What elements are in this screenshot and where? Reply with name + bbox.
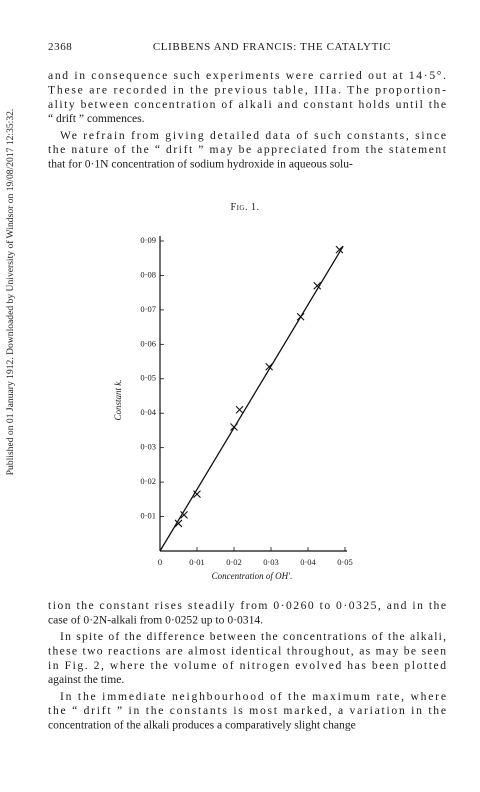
- fit-line: [159, 245, 344, 552]
- y-tick-label: 0·06: [140, 338, 156, 348]
- x-tick-label: 0·03: [263, 557, 279, 567]
- figure-title: Fig. 1.: [231, 202, 260, 213]
- text-line: against the time.: [48, 673, 124, 686]
- page-number: 2368: [48, 41, 72, 53]
- text-line: These are recorded in the previous table…: [48, 83, 446, 96]
- data-point: [180, 510, 188, 519]
- y-tick-label: 0·03: [140, 442, 156, 452]
- data-point: [265, 362, 274, 371]
- x-tick-label: 0·01: [189, 557, 205, 567]
- text-line: that for 0·1N concentration of sodium hy…: [48, 158, 353, 171]
- text-line: the nature of the “ drift ” may be appre…: [48, 143, 447, 156]
- data-point: [193, 490, 201, 499]
- text-line: concentration of the alkali produces a c…: [48, 719, 356, 732]
- text-line: these two reactions are almost identical…: [48, 644, 446, 657]
- data-point: [230, 423, 238, 431]
- text-line: In spite of the difference between the c…: [60, 630, 446, 643]
- x-tick-label: 0·05: [337, 557, 353, 567]
- text-line: case of 0·2N-alkali from 0·0252 up to 0·…: [48, 613, 263, 626]
- y-tick-label: 0·01: [140, 511, 156, 521]
- text-line: We refrain from giving detailed data of …: [60, 129, 446, 142]
- y-tick-label: 0·05: [140, 373, 156, 383]
- text-line: tion the constant rises steadily from 0·…: [48, 599, 446, 612]
- y-tick-label: 0·02: [140, 476, 156, 486]
- data-point: [313, 281, 322, 290]
- y-tick-label: 0·09: [140, 235, 156, 245]
- y-tick-label: 0·08: [140, 269, 156, 279]
- data-point: [296, 312, 305, 321]
- x-tick-label: 0·02: [226, 557, 242, 567]
- data-point: [335, 245, 344, 254]
- y-axis-label: Constant k.: [113, 379, 123, 420]
- data-point: [235, 405, 244, 414]
- x-tick-label: 0·04: [300, 557, 316, 567]
- y-tick-label: 0·07: [140, 304, 156, 314]
- data-point: [174, 519, 183, 528]
- x-axis-label: Concentration of OH′.: [212, 571, 293, 581]
- text-line: ality between concentration of alkali an…: [48, 98, 446, 111]
- text-line: the “ drift ” in the constants is most m…: [48, 704, 446, 717]
- y-tick-label: 0·04: [140, 407, 156, 417]
- text-line: “ drift ” commences.: [48, 112, 145, 125]
- x-tick-label: 0: [158, 557, 162, 567]
- text-line: In the immediate neighbourhood of the ma…: [60, 690, 446, 703]
- watermark: Published on 01 January 1912. Downloaded…: [5, 109, 16, 476]
- running-title: CLIBBENS AND FRANCIS: THE CATALYTIC: [153, 41, 391, 53]
- text-line: in Fig. 2, where the volume of nitrogen …: [48, 659, 446, 672]
- text-line: and in consequence such experiments were…: [48, 69, 446, 82]
